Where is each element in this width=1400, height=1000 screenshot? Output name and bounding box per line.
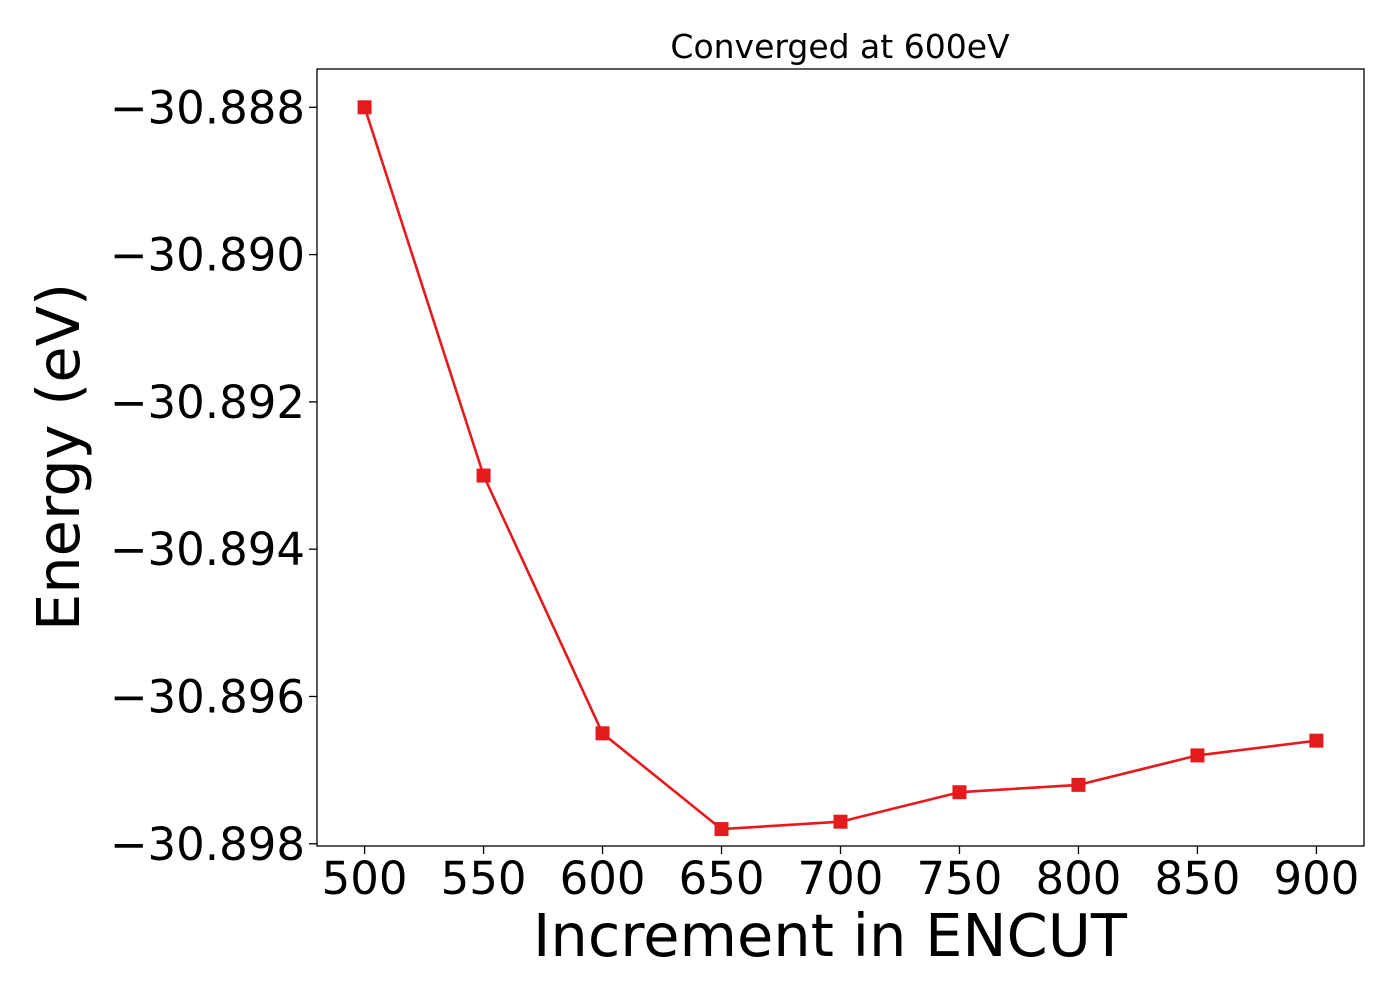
chart-title: Converged at 600eV	[670, 27, 1010, 66]
x-tick-label: 600	[560, 852, 646, 905]
data-point-marker	[714, 822, 729, 837]
x-tick-label: 900	[1273, 852, 1359, 905]
data-point-marker	[357, 100, 372, 115]
x-tick-label: 800	[1036, 852, 1122, 905]
y-tick-label: −30.894	[110, 523, 305, 576]
plot-area-frame	[316, 68, 1365, 847]
data-point-marker	[595, 726, 610, 741]
x-tick-label: 750	[917, 852, 1003, 905]
y-tick-label: −30.890	[110, 229, 305, 282]
y-tick-label: −30.892	[110, 376, 305, 429]
x-tick-label: 550	[441, 852, 527, 905]
x-axis-label: Increment in ENCUT	[533, 901, 1128, 970]
x-tick-label: 700	[798, 852, 884, 905]
y-tick-label: −30.896	[110, 670, 305, 723]
data-point-marker	[1071, 777, 1086, 792]
y-axis-label: Energy (eV)	[24, 283, 93, 631]
y-tick-label: −30.888	[110, 81, 305, 134]
x-axis-ticks: 500 550 600 650 700 750 800 850 900	[322, 846, 1359, 905]
data-point-marker	[1309, 733, 1324, 748]
x-tick-label: 650	[679, 852, 765, 905]
y-tick-label: −30.898	[110, 818, 305, 871]
data-point-marker	[952, 785, 967, 800]
x-tick-label: 850	[1154, 852, 1240, 905]
y-axis-ticks: −30.888 −30.890 −30.892 −30.894 −30.896 −30.8…	[110, 81, 317, 871]
data-point-marker	[476, 468, 491, 483]
data-point-marker	[1190, 748, 1205, 763]
data-point-marker	[833, 814, 848, 829]
x-tick-label: 500	[322, 852, 408, 905]
series-layer	[357, 100, 1324, 837]
